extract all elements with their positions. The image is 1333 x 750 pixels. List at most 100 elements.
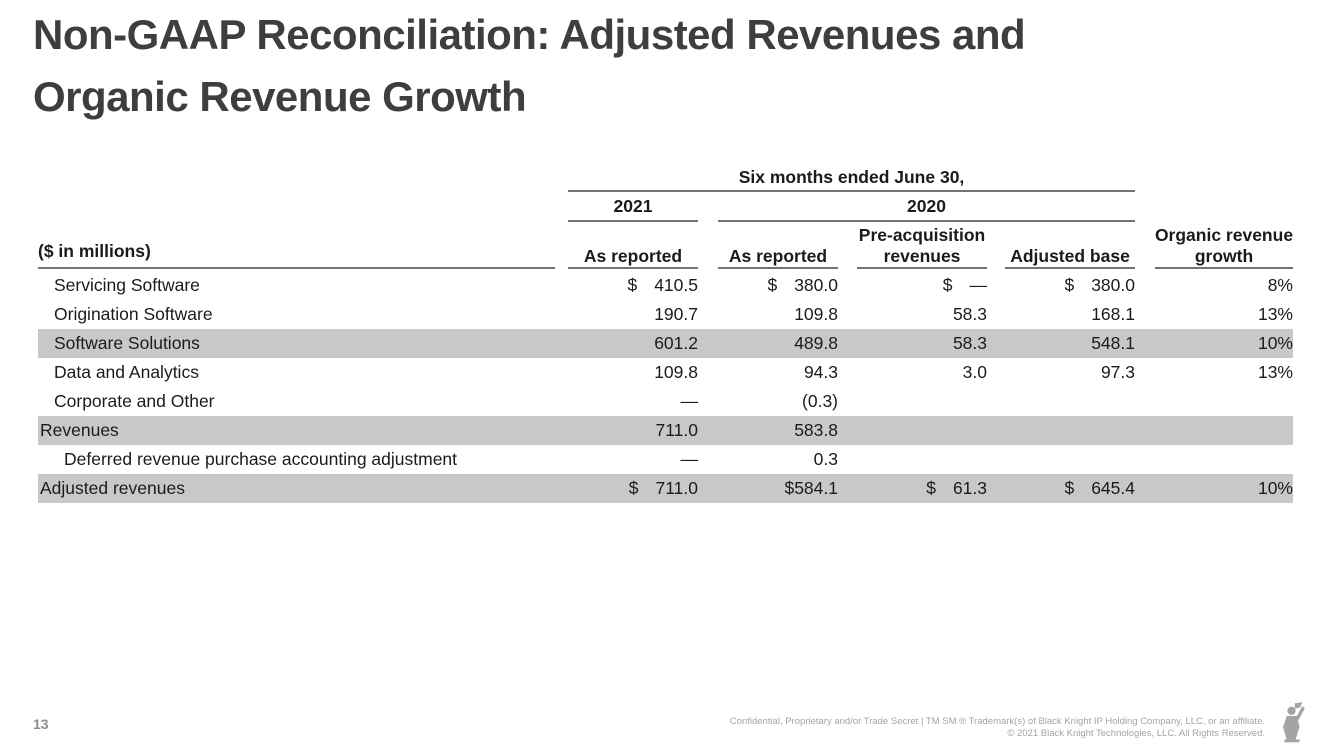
cell-value: 645.4: [1091, 478, 1135, 498]
row-cell: 583.8: [718, 416, 838, 445]
row-label: Data and Analytics: [54, 362, 199, 382]
row-cell: 10%: [1155, 329, 1293, 358]
row-cell: [1005, 445, 1135, 474]
cell-value: 711.0: [655, 420, 699, 440]
row-cell: $711.0: [568, 474, 698, 503]
row-cell: 109.8: [568, 358, 698, 387]
cell-value: 489.8: [794, 333, 838, 353]
slide-title-line1: Non-GAAP Reconciliation: Adjusted Revenu…: [33, 11, 1026, 58]
row-cell: 109.8: [718, 300, 838, 329]
cell-value: 3.0: [962, 362, 987, 382]
cell-value: 109.8: [654, 362, 698, 382]
row-cell: 711.0: [568, 416, 699, 445]
row-cell: 8%: [1155, 271, 1293, 300]
row-cell: (0.3): [718, 387, 838, 416]
cell-value: 548.1: [1091, 333, 1135, 353]
row-cell: $584.1: [718, 474, 838, 503]
units-label: ($ in millions): [38, 241, 151, 261]
row-cell: 489.8: [718, 329, 838, 358]
cell-value: 58.3: [952, 333, 987, 353]
cell-value: 10%: [1257, 333, 1293, 353]
table-row: Origination Software 190.7 109.8 58.3 168.1 1…: [38, 300, 1293, 329]
col2-underline: [857, 267, 987, 269]
row-cell: $380.0: [718, 271, 838, 300]
row-label: Corporate and Other: [54, 391, 215, 411]
col-header-pre-acquisition-revenues: Pre-acquisition revenues: [858, 225, 986, 266]
row-cell: 13%: [1155, 300, 1293, 329]
table-row: Adjusted revenues $711.0 $584.1 $61.3 $645.4…: [38, 474, 1293, 503]
row-cell: 58.3: [857, 300, 987, 329]
units-underline: [38, 267, 555, 269]
row-cell: $410.5: [568, 271, 698, 300]
cell-value: 380.0: [1091, 275, 1135, 295]
table-row: Data and Analytics 109.8 94.3 3.0 97.3 13%: [38, 358, 1293, 387]
col4-underline: [1155, 267, 1293, 269]
page-number: 13: [33, 716, 49, 732]
row-cell: 94.3: [718, 358, 838, 387]
footer-legal-line2: © 2021 Black Knight Technologies, LLC. A…: [1007, 727, 1265, 739]
row-cell: $61.3: [857, 474, 987, 503]
currency-symbol: $: [926, 478, 936, 498]
row-cell: 10%: [1155, 474, 1293, 503]
currency-symbol: $: [628, 478, 639, 498]
table-row: Deferred revenue purchase accounting adj…: [38, 445, 1293, 474]
table-row: Revenues 711.0 583.8: [38, 416, 1293, 445]
period-header: Six months ended June 30,: [738, 167, 965, 187]
row-cell: 168.1: [1005, 300, 1135, 329]
row-cell: 601.2: [568, 329, 698, 358]
cell-value: $584.1: [784, 478, 838, 498]
row-cell: [1005, 416, 1135, 445]
col-header-adjusted-base: Adjusted base: [1010, 246, 1130, 266]
slide-title-line2: Organic Revenue Growth: [33, 73, 527, 120]
cell-value: 97.3: [1100, 362, 1135, 382]
cell-value: (0.3): [802, 391, 838, 411]
cell-value: 94.3: [803, 362, 838, 382]
year-group-2020: 2020: [907, 196, 946, 216]
currency-symbol: $: [627, 275, 638, 295]
row-label: Servicing Software: [54, 275, 200, 295]
currency-symbol: $: [767, 275, 778, 295]
cell-value: 61.3: [952, 478, 987, 498]
year-2021-underline: [568, 220, 698, 222]
footer-legal: Confidential, Proprietary and/or Trade S…: [565, 716, 1265, 739]
row-label: Deferred revenue purchase accounting adj…: [64, 449, 458, 469]
cell-value: 0.3: [813, 449, 838, 469]
row-label: Adjusted revenues: [40, 478, 185, 498]
row-cell: 13%: [1155, 358, 1293, 387]
row-cell: [857, 416, 987, 445]
currency-symbol: $: [1064, 478, 1075, 498]
cell-value: 380.0: [794, 275, 838, 295]
cell-value: 10%: [1257, 478, 1293, 498]
footer-legal-line1: Confidential, Proprietary and/or Trade S…: [729, 716, 1265, 727]
period-underline: [568, 190, 1135, 192]
col-header-as-reported-2021: As reported: [583, 246, 683, 266]
cell-value: —: [680, 391, 699, 411]
col-header-organic-revenue-growth: Organic revenue growth: [1154, 225, 1294, 266]
table-row: Servicing Software $410.5 $380.0 $ — $380.0 8%: [38, 271, 1293, 300]
row-cell: —: [568, 387, 699, 416]
col1-underline: [718, 267, 838, 269]
row-cell: 0.3: [718, 445, 838, 474]
row-cell: [1155, 445, 1293, 474]
row-cell: [857, 445, 987, 474]
col-header-as-reported-2020: As reported: [728, 246, 828, 266]
year-2020-underline: [718, 220, 1135, 222]
cell-value: 109.8: [794, 304, 838, 324]
col3-underline: [1005, 267, 1135, 269]
black-knight-logo-icon: [1276, 702, 1308, 744]
row-cell: $645.4: [1005, 474, 1135, 503]
cell-value: —: [680, 449, 699, 469]
slide-title: Non-GAAP Reconciliation: Adjusted Revenu…: [33, 4, 1303, 128]
row-cell: $380.0: [1005, 271, 1135, 300]
row-cell: 190.7: [568, 300, 698, 329]
cell-value: —: [969, 275, 988, 295]
row-cell: 97.3: [1005, 358, 1135, 387]
row-cell: [857, 387, 987, 416]
row-cell: 58.3: [857, 329, 987, 358]
year-group-2021: 2021: [613, 196, 653, 216]
cell-value: 190.7: [654, 304, 698, 324]
cell-value: 168.1: [1091, 304, 1135, 324]
currency-symbol: $: [942, 275, 953, 295]
cell-value: 8%: [1267, 275, 1293, 295]
